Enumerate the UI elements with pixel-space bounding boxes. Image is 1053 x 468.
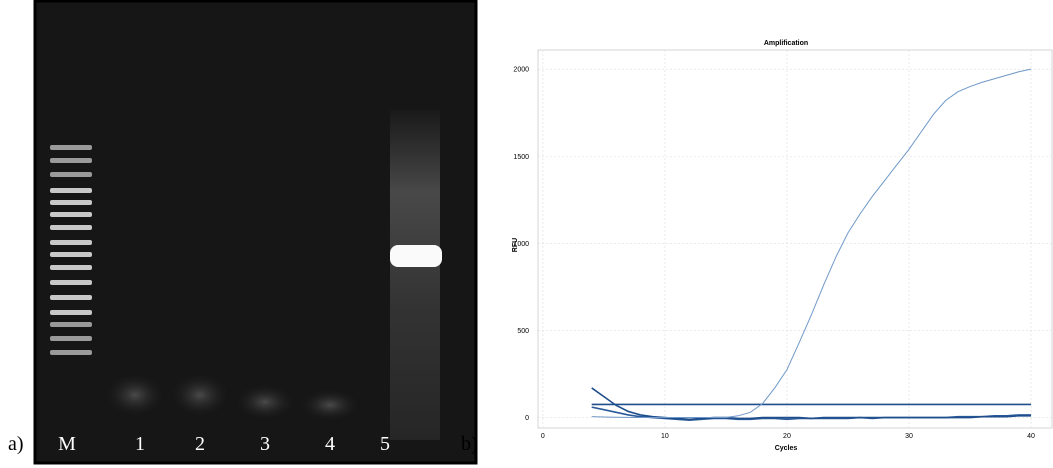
x-tick-label: 40 <box>1027 433 1035 440</box>
ladder-band <box>50 265 92 270</box>
panel-label: a) <box>8 433 24 455</box>
lane-label: 4 <box>325 433 335 455</box>
lane-label: 2 <box>195 433 205 455</box>
lane-label: 1 <box>135 433 145 455</box>
panel-label: b) <box>461 433 478 455</box>
ladder-band <box>50 158 92 163</box>
x-tick-label: 20 <box>783 433 791 440</box>
x-tick-label: 0 <box>541 433 545 440</box>
page: a) M12345 b) Amplification Cycles RFU 01… <box>0 0 1053 468</box>
x-axis-label: Cycles <box>775 445 798 452</box>
primer-smear <box>105 373 165 417</box>
chart-title: Amplification <box>764 40 808 47</box>
ladder-band <box>50 280 92 285</box>
ladder-band <box>50 172 92 177</box>
ladder-band <box>50 336 92 341</box>
pcr-band <box>390 245 442 267</box>
ladder-band <box>50 350 92 355</box>
y-tick-label: 500 <box>517 328 529 335</box>
ladder-band <box>50 240 92 245</box>
y-tick-label: 1000 <box>513 241 529 248</box>
x-tick-label: 10 <box>661 433 669 440</box>
ladder-band <box>50 212 92 217</box>
plot-area <box>538 50 1052 428</box>
y-tick-label: 2000 <box>513 67 529 74</box>
ladder-band <box>50 145 92 150</box>
primer-smear <box>170 373 230 417</box>
primer-smear <box>235 384 295 420</box>
primer-smear <box>300 389 360 421</box>
ladder-band <box>50 322 92 327</box>
ladder-band <box>50 252 92 257</box>
lane-label: 5 <box>380 433 390 455</box>
figure: a) M12345 b) Amplification Cycles RFU 01… <box>0 0 1053 468</box>
lane-label: M <box>58 433 76 455</box>
ladder-band <box>50 295 92 300</box>
y-tick-label: 1500 <box>513 154 529 161</box>
y-tick-label: 0 <box>525 415 529 422</box>
ladder-band <box>50 200 92 205</box>
ladder-band <box>50 225 92 230</box>
lane-label: 3 <box>260 433 270 455</box>
x-tick-label: 30 <box>905 433 913 440</box>
ladder-band <box>50 188 92 193</box>
gel-panel: a) M 1 2 3 4 5 <box>8 1 476 463</box>
lane-smear <box>390 110 440 440</box>
ladder-band <box>50 310 92 315</box>
